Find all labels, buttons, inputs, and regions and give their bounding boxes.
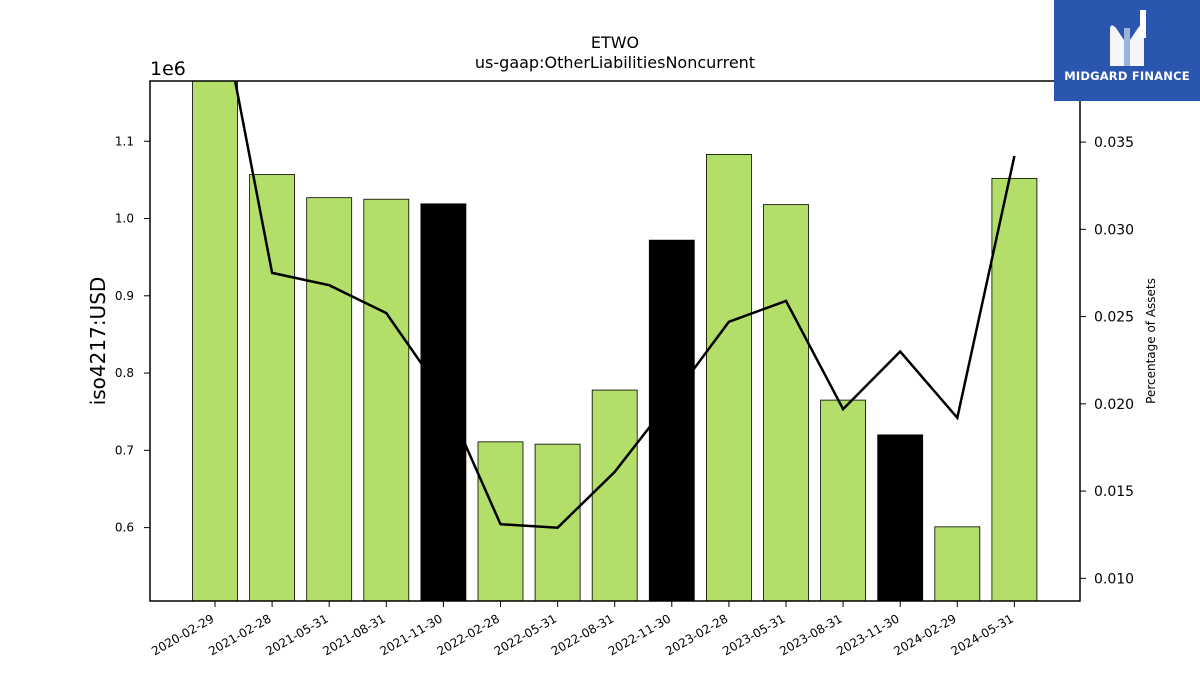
x-tick-label: 2021-05-31 xyxy=(263,611,330,658)
y-tick-label: 0.9 xyxy=(115,289,134,303)
x-tick-label: 2023-08-31 xyxy=(777,611,844,658)
y-tick-label-right: 0.030 xyxy=(1094,222,1134,238)
brand-logo: MIDGARD FINANCE xyxy=(1054,0,1200,101)
midgard-logo-icon xyxy=(1110,10,1146,67)
y-ticks-group: 0.6 0.7 0.8 0.9 1.0 1.1 xyxy=(115,134,150,535)
x-tick-label: 2021-11-30 xyxy=(377,611,444,658)
y-tick-label-right: 0.020 xyxy=(1094,397,1134,413)
bar-2021-02-28 xyxy=(249,174,296,602)
bar-2020-02-29 xyxy=(192,80,238,602)
y-axis-label-right: Percentage of Assets xyxy=(1144,278,1158,404)
y-tick-label: 0.6 xyxy=(115,521,134,535)
y-tick-label-right: 0.025 xyxy=(1094,310,1134,326)
y-offset-label: 1e6 xyxy=(150,58,186,80)
x-tick-label: 2024-05-31 xyxy=(948,611,1015,658)
bar-2024-02-29 xyxy=(934,526,981,602)
series-line xyxy=(233,81,1016,529)
y-tick-label-right: 0.035 xyxy=(1094,135,1134,151)
y-tick-label: 0.7 xyxy=(115,443,134,457)
y-axis-label: iso4217:USD xyxy=(86,277,110,406)
bar-2021-05-31 xyxy=(306,197,353,602)
x-tick-label: 2023-11-30 xyxy=(834,611,901,658)
x-tick-label: 2022-08-31 xyxy=(549,611,616,658)
chart-subtitle: us-gaap:OtherLiabilitiesNoncurrent xyxy=(475,53,755,72)
x-tick-label: 2021-08-31 xyxy=(320,611,387,658)
bar-2022-11-30 xyxy=(648,239,695,602)
bar-2022-08-31 xyxy=(591,389,638,602)
x-tick-label: 2023-05-31 xyxy=(720,611,787,658)
x-tick-label: 2021-02-28 xyxy=(206,611,273,658)
bar-2022-05-31 xyxy=(534,443,581,602)
x-tick-label: 2024-02-29 xyxy=(891,611,958,658)
x-tick-label: 2020-02-29 xyxy=(149,611,216,658)
bars-group xyxy=(192,80,1038,602)
y-tick-label: 0.8 xyxy=(115,366,134,380)
bar-2023-11-30 xyxy=(877,434,924,602)
bar-2021-11-30 xyxy=(420,203,467,602)
y-tick-label-right: 0.015 xyxy=(1094,484,1134,500)
y-ticks-right-group: 0.010 0.015 0.020 0.025 0.030 0.035 xyxy=(1080,135,1134,587)
chart-title: ETWO xyxy=(591,33,639,52)
logo-text: MIDGARD FINANCE xyxy=(1064,69,1190,83)
y-tick-label: 1.0 xyxy=(115,212,134,226)
x-tick-label: 2022-05-31 xyxy=(492,611,559,658)
x-tick-label: 2022-02-28 xyxy=(435,611,502,658)
y-tick-label: 1.1 xyxy=(115,134,134,148)
plot-frame xyxy=(149,80,1081,602)
x-tick-label: 2022-11-30 xyxy=(606,611,673,658)
x-ticks-group: 2020-02-292021-02-282021-05-312021-08-31… xyxy=(149,601,1016,658)
y-tick-label-right: 0.010 xyxy=(1094,571,1134,587)
bar-2023-02-28 xyxy=(706,154,752,602)
bar-2021-08-31 xyxy=(363,198,410,602)
bar-2024-05-31 xyxy=(991,177,1038,602)
bar-2023-08-31 xyxy=(820,399,866,602)
x-tick-label: 2023-02-28 xyxy=(663,611,730,658)
bar-2023-05-31 xyxy=(763,204,809,602)
